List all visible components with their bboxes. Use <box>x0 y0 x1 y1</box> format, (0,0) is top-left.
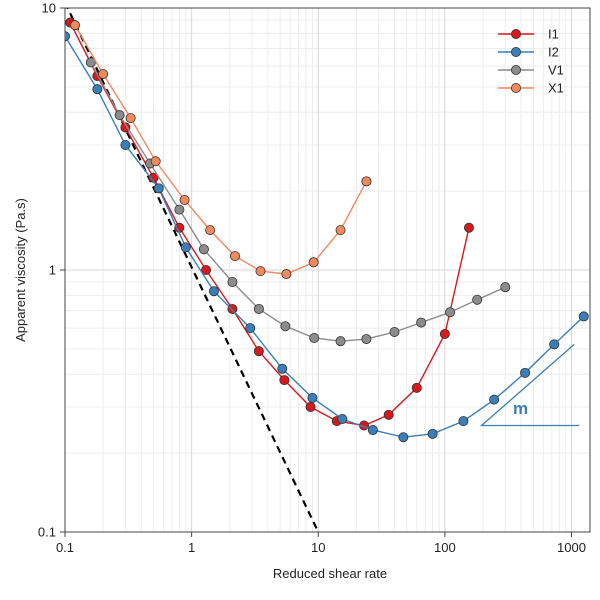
y-tick-label: 1 <box>49 263 56 278</box>
slope-label: m <box>513 399 528 418</box>
series-i2-point <box>180 242 191 253</box>
series-v1-point <box>85 57 96 68</box>
series-i1-point <box>201 264 212 275</box>
x-tick-label: 10 <box>311 540 325 555</box>
series-x1-point <box>229 251 240 262</box>
legend-item-i2: I2 <box>498 45 559 60</box>
legend-i1-label: I1 <box>548 27 559 42</box>
series-x1-point <box>281 269 292 280</box>
series-i2-point <box>245 323 256 334</box>
series-i1-point <box>463 222 474 233</box>
y-axis-title: Apparent viscosity (Pa.s) <box>13 198 28 342</box>
series-v1-point <box>361 334 372 345</box>
legend: I1 I2 V1 X1 <box>498 27 564 96</box>
x-tick-label: 1 <box>188 540 195 555</box>
series-v1-point <box>280 321 291 332</box>
legend-x1-label: X1 <box>548 81 564 96</box>
series-i1-point <box>439 328 450 339</box>
series-v1-point <box>416 317 427 328</box>
series-i1-point <box>279 375 290 386</box>
series-v1-point <box>114 110 125 121</box>
series-i2-point <box>120 139 131 150</box>
series-i1-point <box>120 122 131 133</box>
legend-v1-label: V1 <box>548 63 564 78</box>
series-i2-point <box>277 363 288 374</box>
series-i2-point <box>153 183 164 194</box>
series-v1-point <box>389 326 400 337</box>
legend-i2-marker <box>510 47 521 58</box>
series-x1-point <box>308 257 319 268</box>
series-i1-point <box>383 409 394 420</box>
series-v1-line <box>90 62 506 342</box>
series-i2-point <box>208 286 219 297</box>
series-i2-point <box>578 311 589 322</box>
series-i2-point <box>398 432 409 443</box>
x-tick-label: 100 <box>434 540 456 555</box>
legend-item-v1: V1 <box>498 63 564 78</box>
series-x1-point <box>98 68 109 79</box>
series-x1-point <box>361 176 372 187</box>
legend-item-x1: X1 <box>498 81 564 96</box>
series-i2 <box>65 31 589 443</box>
series-x1-point <box>179 195 190 206</box>
series-x1-point <box>150 156 161 167</box>
series-i2-point <box>65 31 70 42</box>
series-v1-point <box>227 276 238 287</box>
series-v1-point <box>500 282 511 293</box>
annotation-layer: m <box>479 343 580 427</box>
series-i2-point <box>307 392 318 403</box>
series-x1-point <box>70 20 81 31</box>
series-x1-line <box>74 24 368 275</box>
series-i2-point <box>520 367 531 378</box>
series-v1-point <box>472 294 483 305</box>
series-x1-point <box>125 113 136 124</box>
series-x1-point <box>205 225 216 236</box>
legend-i2-label: I2 <box>548 45 559 60</box>
series-i1 <box>65 17 474 431</box>
series-i2-point <box>92 84 103 95</box>
legend-i1-marker <box>510 28 521 39</box>
reference-dashed-line <box>66 8 320 532</box>
slope-triangle <box>479 343 580 427</box>
series-i2-point <box>337 413 348 424</box>
series-x1 <box>70 20 372 280</box>
series-i2-line <box>65 35 585 438</box>
series-x1-point <box>255 266 266 277</box>
series-layer <box>65 8 589 532</box>
y-tick-label: 10 <box>42 1 56 16</box>
series-i1-line <box>69 22 470 427</box>
series-i1-point <box>411 382 422 393</box>
series-v1-point <box>335 336 346 347</box>
series-i2-point <box>367 425 378 436</box>
series-i1-point <box>253 346 264 357</box>
x-tick-label: 1000 <box>557 540 586 555</box>
series-x1-point <box>335 225 346 236</box>
series-v1-point <box>309 333 320 344</box>
series-i2-point <box>427 428 438 439</box>
x-axis-title: Reduced shear rate <box>273 566 387 581</box>
series-i2-point <box>549 339 560 350</box>
axis-ticks <box>60 7 572 537</box>
legend-item-i1: I1 <box>498 27 559 42</box>
tick-labels: 0.1 1 10 100 1000 0.1 1 10 <box>38 1 586 556</box>
series-v1-point <box>445 307 456 318</box>
series-i1-point <box>227 303 238 314</box>
series-v1-point <box>174 204 185 215</box>
series-v1-point <box>253 303 264 314</box>
legend-v1-marker <box>510 65 521 76</box>
series-i1-point <box>305 401 316 412</box>
series-v1-point <box>198 244 209 255</box>
series-v1 <box>85 57 511 347</box>
x-tick-label: 0.1 <box>56 540 74 555</box>
series-i2-point <box>489 394 500 405</box>
series-i2-point <box>458 416 469 427</box>
legend-x1-marker <box>510 83 521 94</box>
y-tick-label: 0.1 <box>38 525 56 540</box>
